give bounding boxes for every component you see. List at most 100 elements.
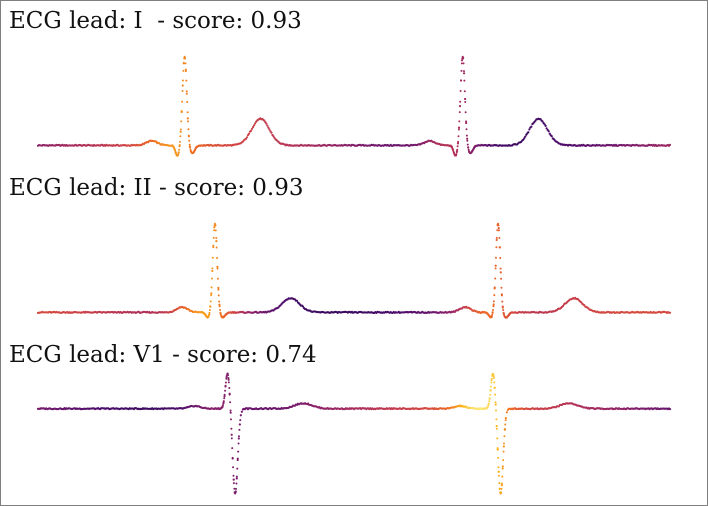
ecg-qrs-point [457,140,460,143]
ecg-qrs-point [237,435,240,438]
ecg-sample-point [668,311,672,314]
ecg-qrs-point [462,57,465,60]
ecg-qrs-point [230,427,233,430]
ecg-qrs-point [493,381,496,384]
ecg-sample-point [295,299,299,302]
ecg-qrs-point [223,397,226,400]
ecg-qrs-point [497,456,500,459]
ecg-qrs-point [188,139,191,142]
ecg-qrs-point [465,128,468,131]
ecg-sample-point [550,135,553,138]
ecg-qrs-point [462,70,465,73]
ecg-qrs-point [458,111,461,114]
ecg-qrs-point [492,305,495,308]
ecg-qrs-point [214,229,217,232]
ecg-qrs-point [459,90,462,93]
ecg-qrs-point [208,313,211,316]
ecg-qrs-point [455,153,458,156]
ecg-qrs-point [466,139,469,142]
ecg-qrs-point [493,286,496,289]
ecg-sample-point [668,143,672,146]
ecg-qrs-point [232,466,235,469]
ecg-qrs-point [463,90,466,93]
ecg-qrs-point [498,487,501,490]
ecg-qrs-point [500,277,503,280]
ecg-qrs-point [213,222,216,225]
ecg-sample-point [210,292,213,295]
ecg-qrs-point [465,120,468,123]
ecg-qrs-point [222,400,225,403]
ecg-qrs-point [217,286,220,289]
ecg-qrs-point [501,300,504,303]
ecg-qrs-point [502,450,505,453]
ecg-sample-point [492,303,495,306]
ecg-sample-point [465,121,468,125]
ecg-qrs-point [229,401,232,404]
ecg-qrs-point [501,305,504,308]
ecg-sample-point [545,127,548,130]
ecg-qrs-point [215,236,218,239]
ecg-qrs-point [458,120,461,123]
ecg-qrs-point [491,311,494,314]
panel-title-lead-i: ECG lead: I - score: 0.93 [9,8,302,34]
ecg-qrs-point [494,267,497,270]
ecg-qrs-point [233,487,236,490]
ecg-qrs-point [490,381,493,384]
ecg-qrs-point [232,474,235,477]
ecg-qrs-point [492,309,495,312]
ecg-qrs-point [487,404,490,407]
ecg-sample-point [541,120,544,123]
ecg-qrs-point [181,79,184,82]
ecg-sample-point [223,395,226,398]
ecg-sample-point [253,124,256,127]
ecg-sample-point [464,97,467,101]
ecg-qrs-point [488,397,491,400]
ecg-qrs-point [499,257,502,259]
ecg-qrs-point [224,381,227,384]
ecg-qrs-point [460,69,463,72]
ecg-sample-point [547,130,550,133]
ecg-sample-point [239,414,242,417]
ecg-qrs-point [185,79,188,82]
ecg-qrs-point [212,236,215,239]
ecg-qrs-point [491,313,494,316]
ecg-qrs-point [238,423,241,426]
ecg-sample-point [668,407,672,411]
ecg-qrs-point [216,267,219,270]
ecg-sample-point [212,244,215,247]
ecg-sample-point [267,126,270,129]
ecg-qrs-point [497,466,500,469]
ecg-qrs-point [224,389,227,392]
ecg-qrs-point [502,442,505,445]
ecg-sample-point [240,410,243,413]
ecg-qrs-point [214,224,217,227]
ecg-sample-point [561,304,565,308]
ecg-sample-point [229,411,232,414]
ecg-sample-point [495,238,498,242]
ecg-sample-point [527,131,530,134]
ecg-qrs-point [236,459,239,462]
ecg-qrs-point [460,79,463,82]
ecg-qrs-point [495,246,498,249]
ecg-qrs-point [502,459,505,462]
ecg-sample-point [466,137,469,140]
ecg-qrs-point [235,487,238,490]
ecg-sample-point [179,130,182,133]
ecg-qrs-point [187,134,190,137]
ecg-qrs-point [178,140,181,143]
ecg-sample-point [237,437,240,440]
ecg-qrs-point [232,482,235,485]
ecg-qrs-point [492,300,495,303]
ecg-qrs-point [463,79,466,82]
ecg-qrs-point [227,377,230,379]
ecg-qrs-point [229,409,232,412]
ecg-qrs-point [219,309,222,312]
ecg-qrs-point [501,475,504,478]
ecg-qrs-point [226,312,229,315]
ecg-qrs-point [211,267,214,270]
ecg-qrs-point [467,146,470,149]
ecg-qrs-point [494,277,497,280]
ecg-sample-point [235,477,238,480]
ecg-qrs-point [181,90,184,93]
ecg-qrs-point [189,146,192,149]
